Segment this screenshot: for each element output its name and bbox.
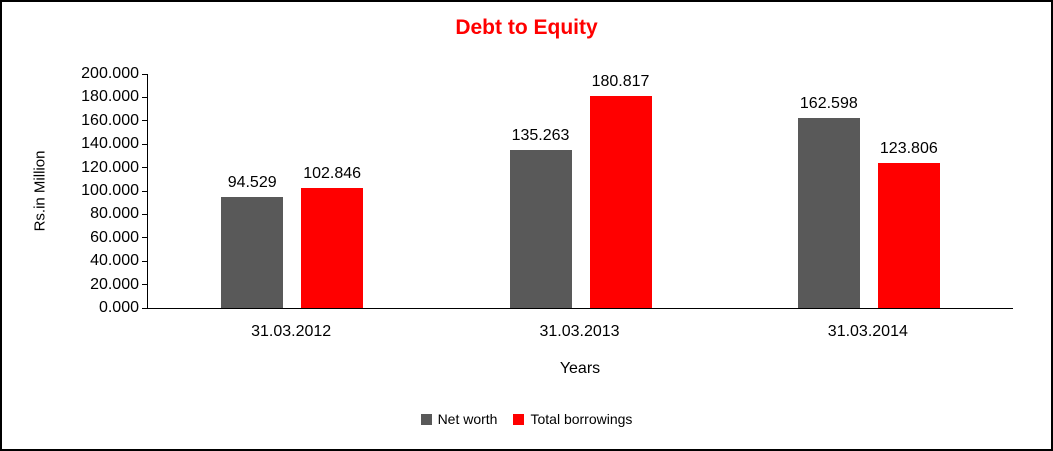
legend-item: Total borrowings	[513, 411, 632, 427]
y-tick-label: 100.000	[81, 182, 139, 199]
y-tick-label: 80.000	[90, 205, 139, 223]
y-tick-mark	[142, 74, 148, 75]
y-tick-mark	[142, 237, 148, 239]
bar-net-worth	[797, 117, 860, 308]
y-tick-label: 60.000	[90, 228, 139, 246]
legend-item: Net worth	[420, 411, 498, 427]
chart-title: Debt to Equity	[455, 16, 598, 39]
y-tick-mark	[142, 213, 148, 215]
y-tick-label: 180.000	[81, 88, 139, 106]
x-tick-label: 31.03.2013	[539, 323, 620, 340]
y-tick-mark	[142, 143, 148, 145]
bar-total-borrowings	[301, 187, 364, 308]
bar-value-label: 135.263	[511, 126, 570, 144]
y-tick-label: 40.000	[90, 252, 139, 270]
y-axis-tick-labels: 0.000 20.000 40.000 60.000 80.000 100.000 120.…	[2, 65, 139, 316]
y-tick-mark	[142, 120, 148, 122]
bar-net-worth	[221, 197, 284, 308]
bar-total-borrowings	[589, 96, 652, 308]
bar-value-label: 162.598	[799, 94, 858, 112]
x-axis-tick-labels: 31.03.2012 31.03.2013 31.03.2014	[147, 309, 1013, 349]
x-tick-label: 31.03.2012	[251, 323, 332, 340]
legend-label: Total borrowings	[530, 411, 633, 427]
y-tick-label: 20.000	[90, 275, 139, 293]
y-tick-mark	[142, 190, 148, 192]
x-axis-title: Years	[559, 360, 601, 377]
x-tick-label: 31.03.2014	[827, 323, 908, 340]
y-tick-label: 120.000	[81, 158, 139, 176]
legend-label: Net worth	[437, 411, 498, 427]
bar-net-worth	[509, 149, 572, 308]
y-tick-mark	[142, 96, 148, 98]
bar-value-label: 180.817	[591, 73, 650, 91]
y-tick-mark	[142, 307, 148, 309]
bar-value-label: 123.806	[879, 140, 938, 158]
y-tick-mark	[142, 284, 148, 286]
plot-area: 94.529 102.846 135.263 180.817 162.598 123.80…	[142, 73, 1013, 309]
y-tick-label: 140.000	[81, 135, 139, 153]
legend: Net worth Total borrowings	[2, 411, 1051, 427]
y-tick-mark	[142, 260, 148, 262]
bar-value-label: 102.846	[303, 164, 362, 182]
y-tick-label: 200.000	[81, 65, 139, 82]
legend-swatch	[420, 413, 432, 425]
bar-total-borrowings	[877, 163, 940, 308]
y-tick-label: 0.000	[98, 299, 139, 316]
y-tick-label: 160.000	[81, 111, 139, 129]
bar-value-label: 94.529	[227, 174, 277, 192]
y-tick-mark	[142, 167, 148, 169]
legend-swatch	[513, 413, 525, 425]
